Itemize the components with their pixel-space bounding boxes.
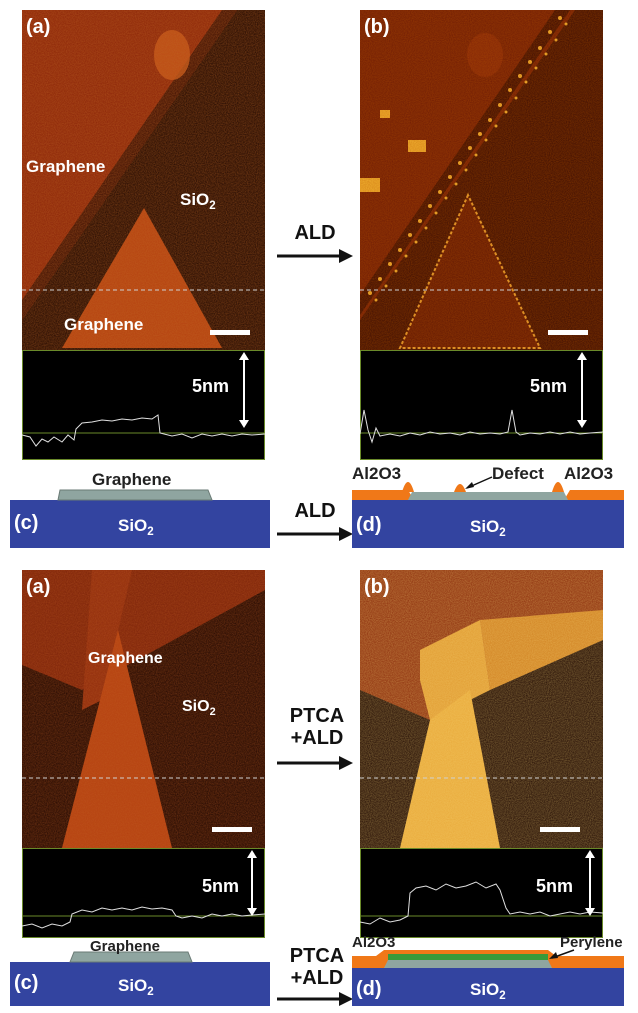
top-d-edge-bump-left (402, 482, 414, 492)
bottom-d-schematic: Al2O3 Perylene (d) SiO2 (352, 934, 624, 1006)
bottom-c-panel-label: (c) (14, 972, 39, 994)
top-d-defect-label: Defect (492, 464, 544, 483)
bottom-d-al2o3-label: Al2O3 (352, 934, 396, 951)
top-c-graphene-label: Graphene (92, 470, 172, 489)
top-b-height-profile: 5nm (360, 350, 603, 460)
top-d-sio2-substrate (352, 500, 624, 548)
bottom-c-sio2-label: SiO2 (118, 976, 154, 999)
bottom-a-label-sio2: SiO2 (182, 698, 216, 718)
top-a-panel-label: (a) (26, 16, 51, 38)
top-a-afm-image: (a) Graphene SiO2 Graphene (22, 10, 265, 350)
top-cd-arrow-label: ALD (294, 500, 336, 522)
top-a-height-profile: 5nm (22, 350, 265, 460)
top-c-graphene-layer (57, 489, 213, 501)
top-c-sio2-substrate (10, 500, 270, 548)
bottom-a-afm-image: (a) Graphene SiO2 (22, 570, 265, 848)
top-d-defect-bump (454, 484, 466, 492)
bottom-a-height-profile: 5nm (22, 848, 265, 938)
bottom-arrow-line2: +ALD (290, 727, 344, 749)
bottom-b-height-profile: 5nm (360, 848, 603, 938)
top-arrow-label: ALD (294, 222, 336, 244)
bottom-cd-arrow-line1: PTCA (289, 945, 345, 967)
bottom-arrow-line1: PTCA (289, 705, 345, 727)
top-c-sio2-label: SiO2 (118, 516, 154, 539)
top-d-al2o3-left (352, 490, 414, 500)
top-a-profile-scale: 5nm (192, 376, 230, 396)
top-arrow (275, 248, 355, 264)
bottom-cd-arrow (275, 991, 355, 1007)
top-d-al2o3-left-label: Al2O3 (352, 464, 402, 483)
bottom-d-sio2-substrate (352, 968, 624, 1006)
top-b-afm-image: (b) (360, 10, 603, 350)
top-b-profile-scale: 5nm (530, 376, 568, 396)
top-d-panel-label: (d) (356, 514, 382, 536)
bottom-arrow (275, 755, 355, 771)
bottom-b-afm-image: (b) (360, 570, 603, 848)
bottom-b-panel-label: (b) (364, 576, 390, 598)
top-c-panel-label: (c) (14, 512, 39, 534)
bottom-a-profile-scale: 5nm (202, 876, 240, 896)
bottom-d-perylene-layer (388, 954, 548, 960)
bottom-a-label-graphene: Graphene (88, 650, 163, 667)
bottom-c-graphene-layer (69, 951, 193, 963)
top-d-edge-bump-right (552, 482, 564, 492)
bottom-cd-arrow-label: PTCA +ALD (272, 945, 362, 989)
top-cd-arrow (275, 526, 355, 542)
bottom-d-graphene-layer (384, 960, 552, 968)
bottom-c-schematic: Graphene (c) SiO2 (10, 938, 270, 1006)
bottom-c-sio2-substrate (10, 962, 270, 1006)
top-d-sio2-label: SiO2 (470, 517, 506, 540)
top-a-label-sio2: SiO2 (180, 190, 216, 213)
top-c-schematic: Graphene (c) SiO2 (10, 470, 270, 550)
bottom-d-panel-label: (d) (356, 978, 382, 1000)
bottom-d-perylene-label: Perylene (560, 934, 623, 951)
top-b-panel-label: (b) (364, 16, 390, 38)
bottom-arrow-label: PTCA +ALD (272, 705, 362, 749)
bottom-cd-arrow-line2: +ALD (290, 967, 344, 989)
bottom-b-profile-scale: 5nm (536, 876, 574, 896)
bottom-c-graphene-label: Graphene (90, 938, 161, 955)
bottom-a-panel-label: (a) (26, 576, 51, 598)
top-a-label-graphene-upper: Graphene (26, 157, 106, 176)
top-d-schematic: Al2O3 Defect Al2O3 (d) SiO2 (352, 462, 624, 550)
bottom-d-sio2-label: SiO2 (470, 980, 506, 1003)
bottom-a-scale-bar (212, 827, 252, 832)
top-d-al2o3-right-label: Al2O3 (564, 464, 614, 483)
top-d-al2o3-right (564, 490, 624, 500)
bottom-b-scale-bar (540, 827, 580, 832)
top-b-scale-bar (548, 330, 588, 335)
top-a-label-graphene-lower: Graphene (64, 315, 144, 334)
top-d-graphene-layer (408, 492, 568, 500)
top-a-scale-bar (210, 330, 250, 335)
